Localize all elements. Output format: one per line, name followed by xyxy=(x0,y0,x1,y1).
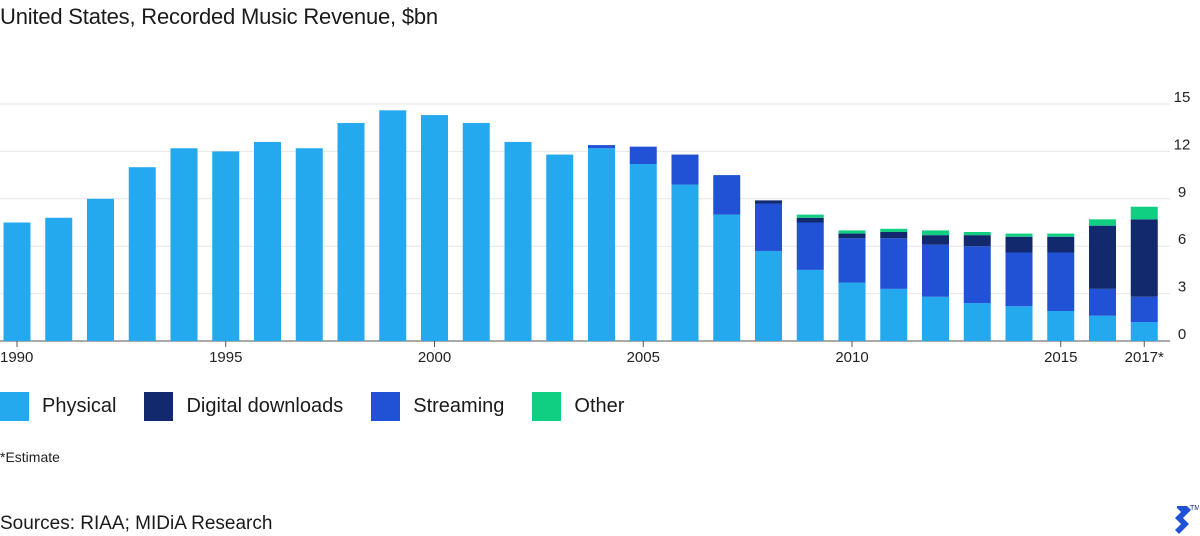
bar-physical-1990 xyxy=(3,222,31,341)
bar-physical-1999 xyxy=(379,110,407,341)
x-axis: 1990 1995 2000 2005 2010 2015 2017* xyxy=(0,341,1164,366)
legend-label-digital-downloads: Digital downloads xyxy=(186,395,344,417)
legend-swatch-other xyxy=(532,392,562,421)
y-tick-label: 9 xyxy=(1178,184,1186,201)
legend-swatch-physical xyxy=(0,392,29,421)
bar-physical-2000 xyxy=(421,115,448,341)
bar-digital-downloads-2015 xyxy=(1047,236,1075,253)
bar-streaming-2007 xyxy=(713,175,741,215)
bar-physical-2004 xyxy=(588,148,615,341)
bar-digital-downloads-2008 xyxy=(755,200,782,204)
bar-physical-2001 xyxy=(462,122,490,342)
bar-streaming-2010 xyxy=(838,238,866,283)
bar-physical-1997 xyxy=(295,148,323,341)
bar-physical-2012 xyxy=(922,296,949,341)
bar-physical-2009 xyxy=(796,269,824,341)
bar-streaming-2006 xyxy=(671,154,699,185)
bar-physical-2016 xyxy=(1089,315,1116,341)
bar-physical-2007 xyxy=(713,214,741,341)
legend-item-digital-downloads: Digital downloads xyxy=(144,392,343,421)
legend-swatch-digital-downloads xyxy=(144,392,174,421)
bar-physical-1995 xyxy=(212,151,240,341)
bar-physical-2010 xyxy=(838,282,866,341)
bar-physical-1996 xyxy=(254,141,281,341)
bar-digital-downloads-2012 xyxy=(922,235,949,245)
legend-item-other: Other xyxy=(532,392,624,421)
bar-streaming-2014 xyxy=(1005,252,1033,307)
y-tick-label: 6 xyxy=(1178,231,1186,248)
bar-physical-2011 xyxy=(880,288,908,341)
bar-other-2010 xyxy=(838,230,866,234)
legend-label-other: Other xyxy=(574,395,625,417)
bar-physical-2014 xyxy=(1005,306,1033,341)
chart-legend: Physical Digital downloads Streaming Oth… xyxy=(0,392,652,421)
y-tick-label: 3 xyxy=(1178,279,1186,296)
bar-digital-downloads-2013 xyxy=(963,235,991,247)
bar-streaming-2015 xyxy=(1047,252,1075,311)
bar-physical-2006 xyxy=(671,184,699,341)
bar-digital-downloads-2010 xyxy=(838,233,866,239)
bar-streaming-2017 xyxy=(1130,296,1158,323)
bar-group xyxy=(3,110,1158,342)
bar-streaming-2004 xyxy=(588,145,615,149)
bar-physical-2002 xyxy=(504,141,532,341)
bar-other-2017 xyxy=(1130,206,1158,220)
x-tick-label: 2000 xyxy=(418,349,451,366)
x-tick-label: 2015 xyxy=(1044,349,1077,366)
x-tick-label: 2005 xyxy=(627,349,660,366)
bar-physical-2015 xyxy=(1047,310,1075,341)
bar-physical-1994 xyxy=(170,148,198,341)
legend-item-physical: Physical xyxy=(0,392,116,421)
x-tick-label: 1990 xyxy=(0,349,33,366)
bar-digital-downloads-2016 xyxy=(1089,225,1116,289)
bar-streaming-2009 xyxy=(796,222,824,270)
x-tick-label: 1995 xyxy=(209,349,242,366)
legend-label-streaming: Streaming xyxy=(413,395,505,417)
bar-physical-1998 xyxy=(337,122,365,342)
bar-streaming-2005 xyxy=(629,146,657,165)
bar-streaming-2008 xyxy=(755,203,782,251)
bar-streaming-2011 xyxy=(880,238,908,289)
bar-digital-downloads-2014 xyxy=(1005,236,1033,253)
y-axis: 0 3 6 9 12 15 xyxy=(1174,89,1191,343)
bar-other-2015 xyxy=(1047,233,1075,237)
bar-streaming-2016 xyxy=(1089,288,1116,316)
bar-physical-2017 xyxy=(1130,322,1158,341)
bar-digital-downloads-2017 xyxy=(1130,219,1158,297)
bar-streaming-2012 xyxy=(922,244,949,297)
bar-digital-downloads-2009 xyxy=(796,217,824,223)
y-tick-label: 15 xyxy=(1174,89,1191,106)
chart-title: United States, Recorded Music Revenue, $… xyxy=(0,4,438,29)
bar-physical-1992 xyxy=(87,198,114,341)
legend-label-physical: Physical xyxy=(42,395,117,417)
bar-other-2012 xyxy=(922,230,949,236)
bar-physical-2008 xyxy=(755,250,782,341)
revenue-chart: 0 3 6 9 12 15 1990 1995 2000 2005 2010 2015 2017* xyxy=(0,89,1191,366)
bar-physical-1991 xyxy=(45,217,73,341)
bar-physical-1993 xyxy=(128,167,156,341)
legend-swatch-streaming xyxy=(371,392,401,421)
bar-physical-2013 xyxy=(963,303,991,341)
bar-other-2009 xyxy=(796,214,824,218)
bar-other-2014 xyxy=(1005,233,1033,237)
bar-other-2016 xyxy=(1089,219,1116,226)
x-tick-label: 2017* xyxy=(1125,349,1164,366)
bar-physical-2003 xyxy=(546,154,574,341)
sources-text: Sources: RIAA; MIDiA Research xyxy=(0,513,273,534)
legend-item-streaming: Streaming xyxy=(371,392,504,421)
bar-digital-downloads-2011 xyxy=(880,231,908,239)
bar-other-2013 xyxy=(963,231,991,236)
y-tick-label: 0 xyxy=(1178,326,1186,343)
svg-text:TM: TM xyxy=(1190,505,1199,512)
bar-other-2011 xyxy=(880,228,908,232)
toptal-logo-icon: TM xyxy=(1175,505,1199,534)
bar-physical-2005 xyxy=(629,164,657,341)
bar-streaming-2013 xyxy=(963,246,991,304)
estimate-note: *Estimate xyxy=(0,449,60,465)
x-tick-label: 2010 xyxy=(835,349,868,366)
y-tick-label: 12 xyxy=(1174,136,1191,153)
